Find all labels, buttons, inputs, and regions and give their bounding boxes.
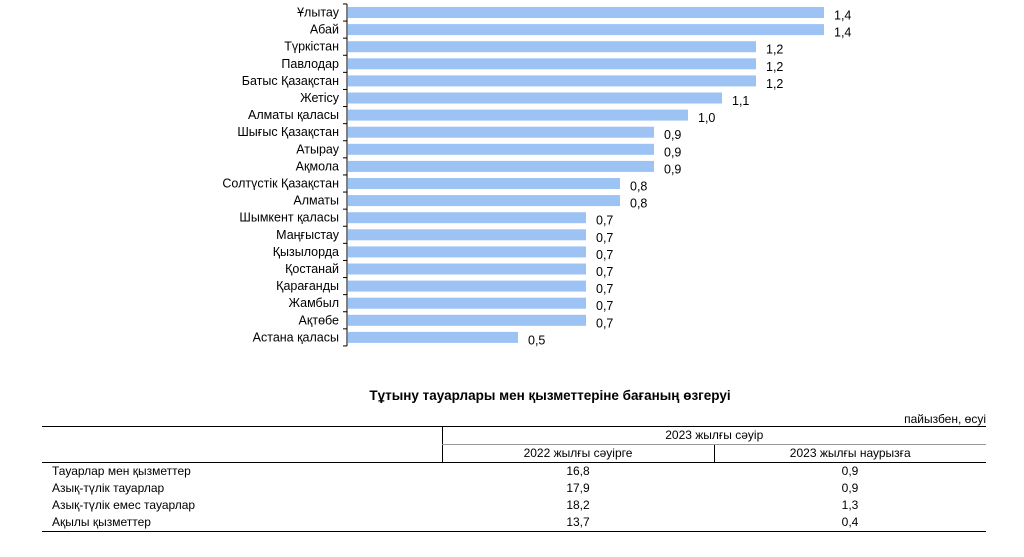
category-label: Ақтөбе xyxy=(299,313,340,327)
col2-header: 2023 жылғы наурызға xyxy=(713,444,986,463)
category-label: Маңғыстау xyxy=(276,228,340,242)
category-label: Атырау xyxy=(296,142,340,156)
category-label: Қостанай xyxy=(285,262,339,276)
data-label: 0,7 xyxy=(596,248,613,262)
row-value-mom: 0,4 xyxy=(714,514,986,532)
data-label: 1,4 xyxy=(834,9,851,23)
bar xyxy=(348,160,654,172)
data-label: 1,2 xyxy=(766,77,783,91)
category-label: Абай xyxy=(310,23,339,37)
header-empty-cell xyxy=(42,426,442,463)
category-label: Түркістан xyxy=(284,40,339,54)
data-label: 0,9 xyxy=(664,162,681,176)
bar xyxy=(348,24,824,36)
row-label: Азық-түлік емес тауарлар xyxy=(52,498,196,512)
bar xyxy=(348,143,654,155)
category-label: Жамбыл xyxy=(288,296,339,310)
group-header: 2023 жылғы сәуір xyxy=(441,426,986,445)
bar xyxy=(348,212,586,224)
bar xyxy=(348,280,586,292)
bar xyxy=(348,126,654,138)
data-label: 0,9 xyxy=(664,145,681,159)
data-label: 0,7 xyxy=(596,282,613,296)
row-label: Тауарлар мен қызметтер xyxy=(52,464,191,478)
bar xyxy=(348,331,518,343)
row-value-mom: 1,3 xyxy=(841,498,859,512)
bar xyxy=(348,178,620,189)
data-label: 1,2 xyxy=(766,43,783,57)
data-label: 0,8 xyxy=(630,180,647,194)
bar xyxy=(348,246,586,258)
bar xyxy=(348,92,722,104)
category-label: Жетісу xyxy=(300,91,340,105)
bar xyxy=(348,58,756,70)
data-label: 1,4 xyxy=(834,26,851,40)
data-label: 0,7 xyxy=(596,299,613,313)
bar xyxy=(348,297,586,309)
data-label: 0,7 xyxy=(596,214,613,228)
regional-bar-chart: Ұлытау 1,4 Абай 1,4 Түркістан 1,2 Павлодар 1,2 Б… xyxy=(222,3,851,347)
table-row: Азық-түлік емес тауарлар 18,2 1,3 xyxy=(42,497,986,514)
row-value-yoy: 13,7 xyxy=(442,514,714,532)
row-value-yoy: 17,9 xyxy=(566,481,590,495)
data-label: 0,7 xyxy=(596,316,613,330)
bar xyxy=(348,195,620,207)
table-row: Тауарлар мен қызметтер 16,8 0,9 xyxy=(42,463,986,481)
category-label: Қарағанды xyxy=(276,279,339,293)
category-label: Шығыс Қазақстан xyxy=(237,125,339,139)
category-label: Батыс Қазақстан xyxy=(242,74,339,88)
category-label: Қызылорда xyxy=(273,245,339,259)
bar xyxy=(348,314,586,326)
col1-header: 2022 жылғы сәуірге xyxy=(441,444,714,463)
row-value-mom: 0,9 xyxy=(841,481,859,495)
bar xyxy=(348,75,756,87)
data-label: 0,5 xyxy=(528,333,545,347)
table-title: Тұтыну тауарлары мен қызметтеріне бағаны… xyxy=(369,388,731,403)
row-value-yoy: 16,8 xyxy=(566,464,590,478)
category-label: Ақмола xyxy=(296,159,339,173)
bar xyxy=(348,229,586,241)
data-label: 0,7 xyxy=(596,265,613,279)
table-row: Ақылы қызметтер 13,7 0,4 xyxy=(42,514,986,532)
category-label: Ұлытау xyxy=(297,6,340,20)
price-change-table: 2023 жылғы сәуір 2022 жылғы сәуірге 2023… xyxy=(42,426,986,532)
row-value-yoy: 18,2 xyxy=(566,498,590,512)
row-label: Азық-түлік тауарлар xyxy=(52,481,165,495)
category-label: Шымкент қаласы xyxy=(239,211,339,225)
table-row: Азық-түлік тауарлар 17,9 0,9 xyxy=(42,480,986,497)
data-label: 1,0 xyxy=(698,111,715,125)
data-label: 0,9 xyxy=(664,128,681,142)
data-label: 1,2 xyxy=(766,60,783,74)
bar xyxy=(348,7,824,18)
row-value-mom: 0,9 xyxy=(841,464,859,478)
category-label: Солтүстік Қазақстан xyxy=(222,177,339,191)
category-label: Астана қаласы xyxy=(253,330,339,344)
bar xyxy=(348,263,586,275)
category-label: Павлодар xyxy=(281,57,339,71)
units-note: пайызбен, өсуі xyxy=(904,412,986,426)
bar xyxy=(348,109,688,121)
category-label: Алматы xyxy=(293,194,339,208)
data-label: 0,7 xyxy=(596,231,613,245)
data-label: 1,1 xyxy=(732,94,749,108)
category-label: Алматы қаласы xyxy=(248,108,339,122)
row-label: Ақылы қызметтер xyxy=(42,514,442,532)
bar xyxy=(348,41,756,53)
data-label: 0,8 xyxy=(630,197,647,211)
